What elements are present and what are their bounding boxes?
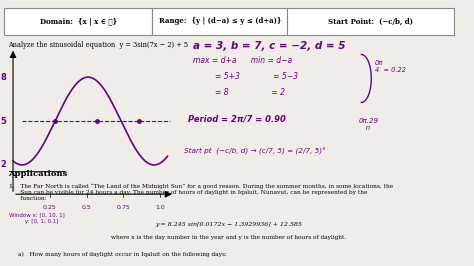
Text: 0.5: 0.5 [82, 205, 91, 210]
Text: Analyze the sinusoidal equation  y = 3sin(7x − 2) + 5: Analyze the sinusoidal equation y = 3sin… [9, 41, 189, 49]
Text: where x is the day number in the year and y is the number of hours of daylight.: where x is the day number in the year an… [111, 235, 346, 240]
Text: y = 8.245 sin[0.0172x − 1.3929936] + 12.585: y = 8.245 sin[0.0172x − 1.3929936] + 12.… [155, 222, 302, 227]
Bar [4, 8, 152, 35]
Text: 8: 8 [0, 73, 6, 82]
Text: Range:  {y | (d−a) ≤ y ≤ (d+a)}: Range: {y | (d−a) ≤ y ≤ (d+a)} [159, 17, 281, 25]
Text: 0π
4  = 0.22: 0π 4 = 0.22 [375, 60, 406, 73]
Text: Start pt  (−c/b, d) → (c/7, 5) = (2/7, 5)°: Start pt (−c/b, d) → (c/7, 5) = (2/7, 5)… [184, 148, 326, 155]
Text: = 8                  = 2: = 8 = 2 [215, 88, 285, 97]
Text: a = 3, b = 7, c = −2, d = 5: a = 3, b = 7, c = −2, d = 5 [193, 41, 346, 51]
Text: 2: 2 [0, 160, 6, 169]
Text: Period = 2π/7 = 0.90: Period = 2π/7 = 0.90 [188, 114, 286, 123]
Text: = 5+3              = 5−3: = 5+3 = 5−3 [215, 72, 298, 81]
Text: Applications: Applications [9, 170, 68, 178]
Text: 0π.29
   n: 0π.29 n [359, 118, 379, 131]
Text: 0.25: 0.25 [43, 205, 57, 210]
Text: Start Point:  (−c/b, d): Start Point: (−c/b, d) [328, 17, 413, 25]
Text: 0.75: 0.75 [117, 205, 130, 210]
Text: max = d+a      min = d−a: max = d+a min = d−a [193, 56, 292, 65]
Text: a)   How many hours of daylight occur in Iqaluit on the following days:: a) How many hours of daylight occur in I… [18, 251, 227, 257]
Text: 1.0: 1.0 [155, 205, 165, 210]
Bar [152, 8, 287, 35]
Text: Window x: [0, 10, 1]
         y: [0, 1, 0.1]: Window x: [0, 10, 1] y: [0, 1, 0.1] [9, 213, 64, 224]
Bar [287, 8, 454, 35]
Text: 1.   The Far North is called “The Land of the Midnight Sun” for a good reason. D: 1. The Far North is called “The Land of … [9, 184, 392, 201]
Text: Domain:  {x | x ∈ ℝ}: Domain: {x | x ∈ ℝ} [40, 17, 117, 25]
Text: 5: 5 [0, 117, 6, 126]
